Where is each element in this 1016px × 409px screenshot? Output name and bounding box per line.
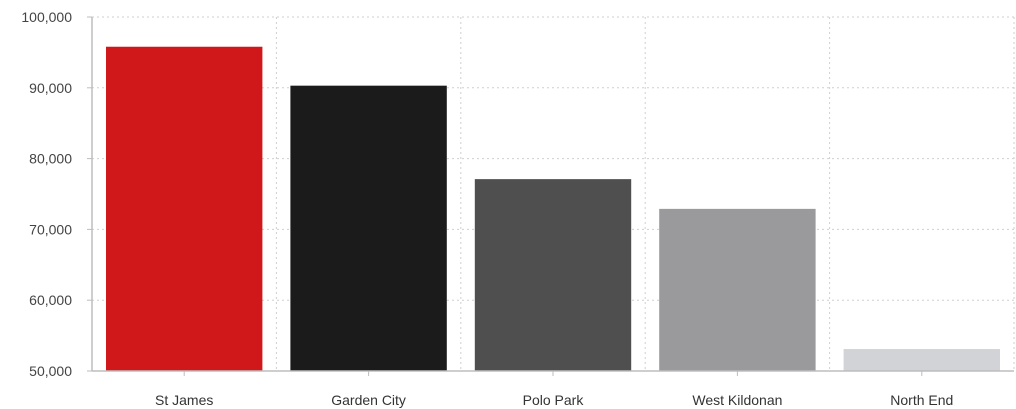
bars-layer bbox=[106, 46, 1000, 372]
bar-garden-city bbox=[290, 85, 447, 372]
x-category-label: St James bbox=[155, 392, 213, 408]
y-tick-label: 60,000 bbox=[29, 292, 72, 308]
y-tick-label: 80,000 bbox=[29, 151, 72, 167]
y-tick-label: 50,000 bbox=[29, 363, 72, 379]
bar-west-kildonan bbox=[659, 208, 816, 371]
axes-layer bbox=[87, 16, 1014, 376]
y-tick-label: 100,000 bbox=[21, 9, 72, 25]
y-tick-label: 90,000 bbox=[29, 80, 72, 96]
y-tick-label: 70,000 bbox=[29, 221, 72, 237]
bar-polo-park bbox=[474, 179, 632, 371]
x-category-label: West Kildonan bbox=[692, 392, 782, 408]
x-category-label: Garden City bbox=[331, 392, 406, 408]
bar-north-end bbox=[843, 349, 1000, 371]
bar-st-james bbox=[106, 46, 263, 372]
x-category-label: North End bbox=[890, 392, 953, 408]
x-category-label: Polo Park bbox=[523, 392, 585, 408]
labels-layer: 50,000 60,000 70,000 80,000 90,000 100,000 St … bbox=[21, 9, 953, 408]
